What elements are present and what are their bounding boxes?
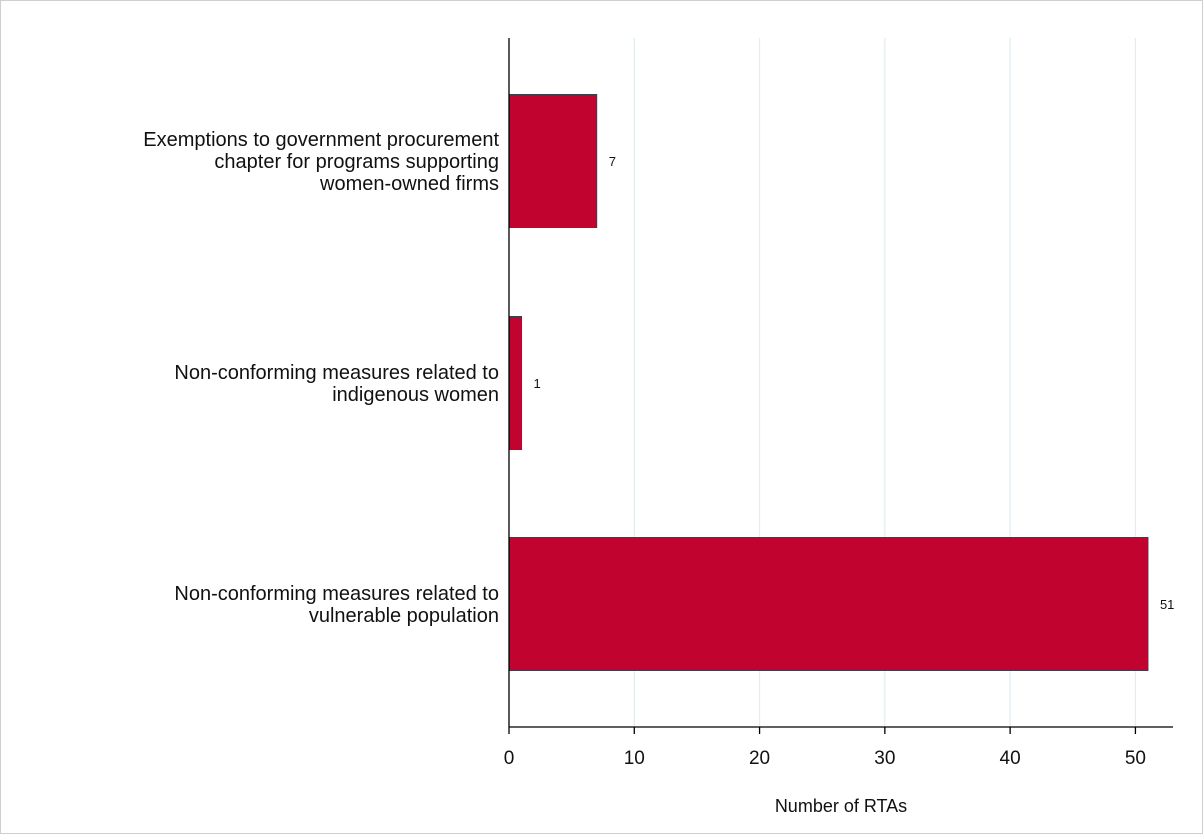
category-label-line: Non-conforming measures related to (174, 362, 499, 384)
value-labels: 7 1 51 (534, 154, 1175, 612)
value-label: 7 (609, 154, 616, 169)
category-label: Non-conforming measures related to vulner… (174, 583, 499, 627)
category-label-line: vulnerable population (309, 605, 499, 627)
value-label: 1 (534, 376, 541, 391)
category-label-line: indigenous women (332, 384, 499, 406)
category-label: Exemptions to government procurement chap… (143, 129, 499, 195)
x-tick-label: 20 (749, 748, 770, 769)
bar (508, 316, 523, 450)
category-label-line: Non-conforming measures related to (174, 583, 499, 605)
value-label: 51 (1160, 597, 1174, 612)
x-tick-label: 40 (1000, 748, 1021, 769)
x-tick-label: 30 (874, 748, 895, 769)
category-labels: Exemptions to government procurement chap… (143, 129, 499, 627)
x-axis-title: Number of RTAs (775, 796, 907, 816)
bar (508, 537, 1149, 671)
bars (508, 94, 1149, 671)
category-label-line: women-owned firms (319, 173, 499, 195)
x-tick-label: 50 (1125, 748, 1146, 769)
axes (508, 38, 1173, 728)
x-tick-label: 0 (504, 748, 515, 769)
x-tick-label: 10 (624, 748, 645, 769)
category-label: Non-conforming measures related to indige… (174, 362, 499, 406)
bar (508, 94, 598, 228)
category-label-line: Exemptions to government procurement (143, 129, 499, 151)
category-label-line: chapter for programs supporting (214, 151, 499, 173)
x-ticks: 0 10 20 30 40 50 (504, 727, 1146, 769)
